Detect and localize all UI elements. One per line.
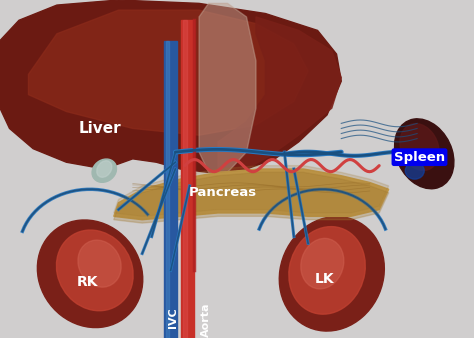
Polygon shape xyxy=(0,0,341,172)
Ellipse shape xyxy=(289,226,365,314)
Text: Liver: Liver xyxy=(78,121,121,136)
Polygon shape xyxy=(166,41,169,338)
Ellipse shape xyxy=(37,220,143,328)
Text: Spleen: Spleen xyxy=(394,151,445,164)
Polygon shape xyxy=(114,169,389,220)
Text: Pancreas: Pancreas xyxy=(189,186,257,199)
Polygon shape xyxy=(218,17,341,172)
Polygon shape xyxy=(181,20,194,338)
Text: RK: RK xyxy=(77,275,99,289)
Polygon shape xyxy=(183,20,187,338)
Polygon shape xyxy=(114,166,389,216)
Ellipse shape xyxy=(405,162,424,179)
Text: LK: LK xyxy=(315,272,335,286)
Polygon shape xyxy=(28,10,308,135)
Polygon shape xyxy=(164,41,177,338)
Ellipse shape xyxy=(56,230,133,311)
Polygon shape xyxy=(114,169,389,220)
Polygon shape xyxy=(114,172,389,223)
Polygon shape xyxy=(199,3,256,172)
Ellipse shape xyxy=(400,124,439,170)
Text: IVC: IVC xyxy=(168,307,178,328)
Ellipse shape xyxy=(279,217,384,331)
Ellipse shape xyxy=(394,119,454,189)
Ellipse shape xyxy=(92,159,117,182)
Ellipse shape xyxy=(301,238,344,289)
Text: Aorta: Aorta xyxy=(201,302,211,337)
Ellipse shape xyxy=(78,240,121,287)
Ellipse shape xyxy=(97,161,112,177)
